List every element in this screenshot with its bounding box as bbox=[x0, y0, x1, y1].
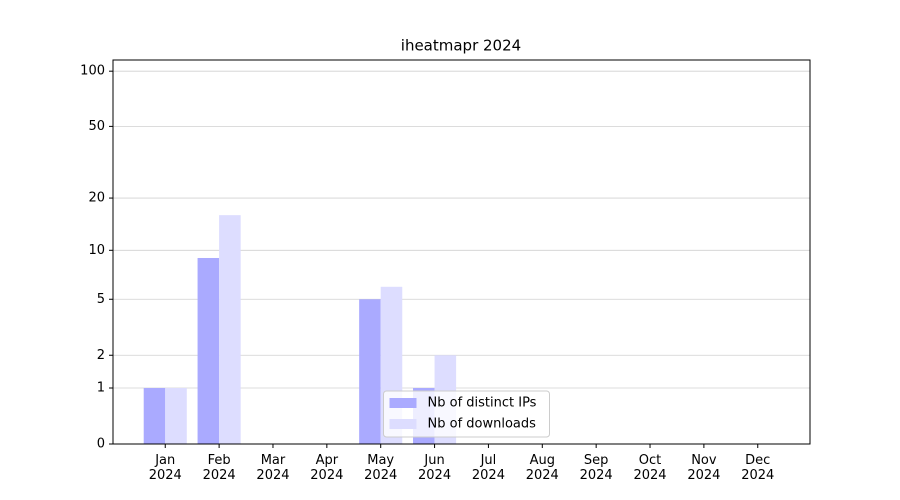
y-tick-label: 10 bbox=[88, 243, 105, 258]
y-tick-label: 0 bbox=[97, 437, 105, 452]
legend-swatch bbox=[389, 419, 417, 429]
x-tick-label: Oct 2024 bbox=[633, 453, 667, 483]
x-tick-label: Sep 2024 bbox=[579, 453, 613, 483]
bar bbox=[143, 388, 166, 444]
x-tick-label: Nov 2024 bbox=[687, 453, 721, 483]
legend-swatch bbox=[389, 398, 417, 408]
x-tick-label: Dec 2024 bbox=[741, 453, 775, 483]
y-tick-label: 2 bbox=[97, 348, 105, 363]
x-tick-label: Feb 2024 bbox=[202, 453, 236, 483]
bar bbox=[219, 215, 241, 444]
x-tick-label: Jun 2024 bbox=[418, 453, 452, 483]
y-tick-label: 1 bbox=[97, 381, 105, 396]
bar bbox=[359, 299, 381, 444]
x-tick-label: Jan 2024 bbox=[148, 453, 182, 483]
x-tick-label: Apr 2024 bbox=[310, 453, 344, 483]
y-tick-label: 100 bbox=[80, 64, 105, 79]
x-tick-label: Mar 2024 bbox=[256, 453, 290, 483]
y-tick-label: 50 bbox=[88, 119, 105, 134]
legend-box bbox=[383, 390, 550, 438]
plot-frame bbox=[112, 59, 811, 445]
bar bbox=[197, 257, 220, 444]
x-tick-label: Aug 2024 bbox=[525, 453, 559, 483]
x-tick-label: May 2024 bbox=[364, 453, 398, 483]
legend-label: Nb of downloads bbox=[428, 417, 537, 432]
bar bbox=[165, 388, 187, 444]
y-tick-label: 20 bbox=[88, 191, 105, 206]
legend-label: Nb of distinct IPs bbox=[428, 396, 537, 411]
x-tick-label: Jul 2024 bbox=[471, 453, 505, 483]
y-tick-label: 5 bbox=[97, 292, 105, 307]
legend: Nb of distinct IPs Nb of downloads bbox=[383, 390, 550, 438]
chart-title: iheatmapr 2024 bbox=[401, 37, 521, 55]
